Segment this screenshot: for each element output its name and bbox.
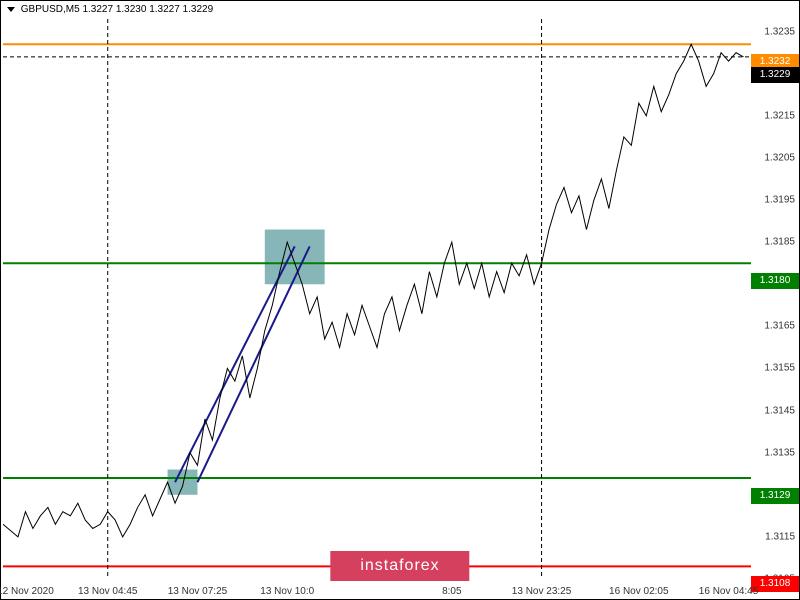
x-tick: 8:05 bbox=[442, 586, 461, 597]
y-axis: 1.32351.32251.32151.32051.31951.31851.31… bbox=[751, 19, 799, 579]
y-tick: 1.3205 bbox=[764, 152, 795, 163]
dropdown-icon[interactable] bbox=[7, 7, 15, 12]
x-tick: 12 Nov 2020 bbox=[0, 586, 54, 597]
trend-line bbox=[175, 246, 295, 482]
x-tick: 13 Nov 23:25 bbox=[512, 586, 572, 597]
chart-title[interactable]: GBPUSD,M5 1.3227 1.3230 1.3227 1.3229 bbox=[5, 3, 215, 16]
plot-area[interactable] bbox=[3, 19, 751, 579]
price-label: 1.3229 bbox=[751, 67, 799, 83]
price-label: 1.3180 bbox=[751, 273, 799, 289]
x-tick: 13 Nov 10:0 bbox=[260, 586, 314, 597]
y-tick: 1.3155 bbox=[764, 363, 795, 374]
x-tick: 13 Nov 04:45 bbox=[78, 586, 138, 597]
y-tick: 1.3115 bbox=[765, 531, 795, 542]
x-axis: 12 Nov 2020 13 Nov 04:45 13 Nov 07:25 13 No… bbox=[3, 581, 751, 599]
watermark: instaforex bbox=[330, 551, 469, 581]
chart-title-text: GBPUSD,M5 1.3227 1.3230 1.3227 1.3229 bbox=[21, 4, 213, 15]
trend-line bbox=[197, 246, 309, 482]
x-tick: 16 Nov 02:05 bbox=[609, 586, 669, 597]
y-tick: 1.3235 bbox=[764, 26, 795, 37]
y-tick: 1.3195 bbox=[764, 195, 795, 206]
x-tick: 16 Nov 04:45 bbox=[699, 586, 759, 597]
y-tick: 1.3145 bbox=[764, 405, 795, 416]
x-tick: 13 Nov 07:25 bbox=[168, 586, 228, 597]
y-tick: 1.3215 bbox=[764, 110, 795, 121]
price-line bbox=[3, 44, 744, 537]
chart-container: GBPUSD,M5 1.3227 1.3230 1.3227 1.3229 1.… bbox=[0, 0, 800, 600]
price-label: 1.3129 bbox=[751, 488, 799, 504]
y-tick: 1.3185 bbox=[764, 237, 795, 248]
shaded-box bbox=[168, 470, 198, 495]
y-tick: 1.3135 bbox=[764, 447, 795, 458]
y-tick: 1.3165 bbox=[764, 321, 795, 332]
